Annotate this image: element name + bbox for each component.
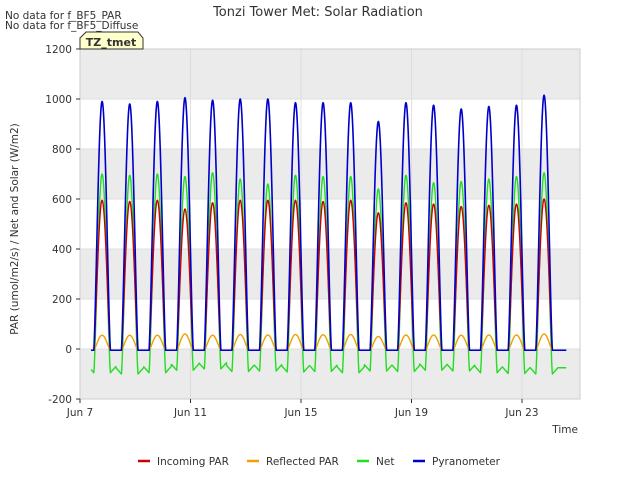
y-axis-label: PAR (umol/m2/s) / Net and Solar (W/m2) — [9, 123, 21, 335]
x-tick-label: Jun 23 — [504, 407, 538, 419]
x-axis-ticks: Jun 7 Jun 11 Jun 15 Jun 19 Jun 23 — [66, 399, 539, 419]
chart-title: Tonzi Tower Met: Solar Radiation — [212, 5, 423, 20]
plot-band — [80, 99, 580, 149]
y-tick-label: 0 — [65, 344, 72, 356]
y-tick-label: 600 — [52, 194, 72, 206]
plot-bands — [80, 49, 580, 399]
y-tick-label: -200 — [48, 394, 72, 406]
legend-label: Reflected PAR — [266, 456, 339, 468]
legend-label: Pyranometer — [432, 456, 501, 468]
y-tick-label: 1200 — [45, 44, 72, 56]
y-axis-ticks: -200 0 200 400 600 800 1000 1200 — [45, 44, 80, 406]
x-tick-label: Jun 11 — [173, 407, 207, 419]
legend-item-reflected-par: Reflected PAR — [247, 456, 339, 468]
y-tick-label: 800 — [52, 144, 72, 156]
legend-label: Incoming PAR — [157, 456, 229, 468]
badge-label: TZ_tmet — [86, 36, 136, 49]
legend-item-incoming-par: Incoming PAR — [138, 456, 229, 468]
no-data-note-par: No data for f_BF5_PAR — [5, 10, 122, 22]
series-layer — [90, 94, 567, 375]
y-tick-label: 400 — [52, 244, 72, 256]
plot-band — [80, 49, 580, 99]
x-tick-label: Jun 7 — [66, 407, 93, 419]
badge-box — [79, 31, 144, 50]
y-tick-label: 1000 — [45, 94, 72, 106]
plot-band — [80, 149, 580, 199]
legend-item-net: Net — [357, 456, 394, 468]
legend-item-pyranometer: Pyranometer — [413, 456, 501, 468]
series-line-pyranometer — [90, 94, 567, 352]
plot-frame — [79, 48, 581, 400]
station-badge: TZ_tmet — [79, 31, 144, 50]
x-axis-label: Time — [551, 424, 578, 436]
x-tick-label: Jun 19 — [394, 407, 428, 419]
y-tick-label: 200 — [52, 294, 72, 306]
legend-label: Net — [376, 456, 394, 468]
x-tick-label: Jun 15 — [283, 407, 317, 419]
legend: Incoming PAR Reflected PAR Net Pyranometer — [138, 456, 501, 468]
no-data-note-diffuse: No data for f_BF5_Diffuse — [5, 20, 138, 32]
